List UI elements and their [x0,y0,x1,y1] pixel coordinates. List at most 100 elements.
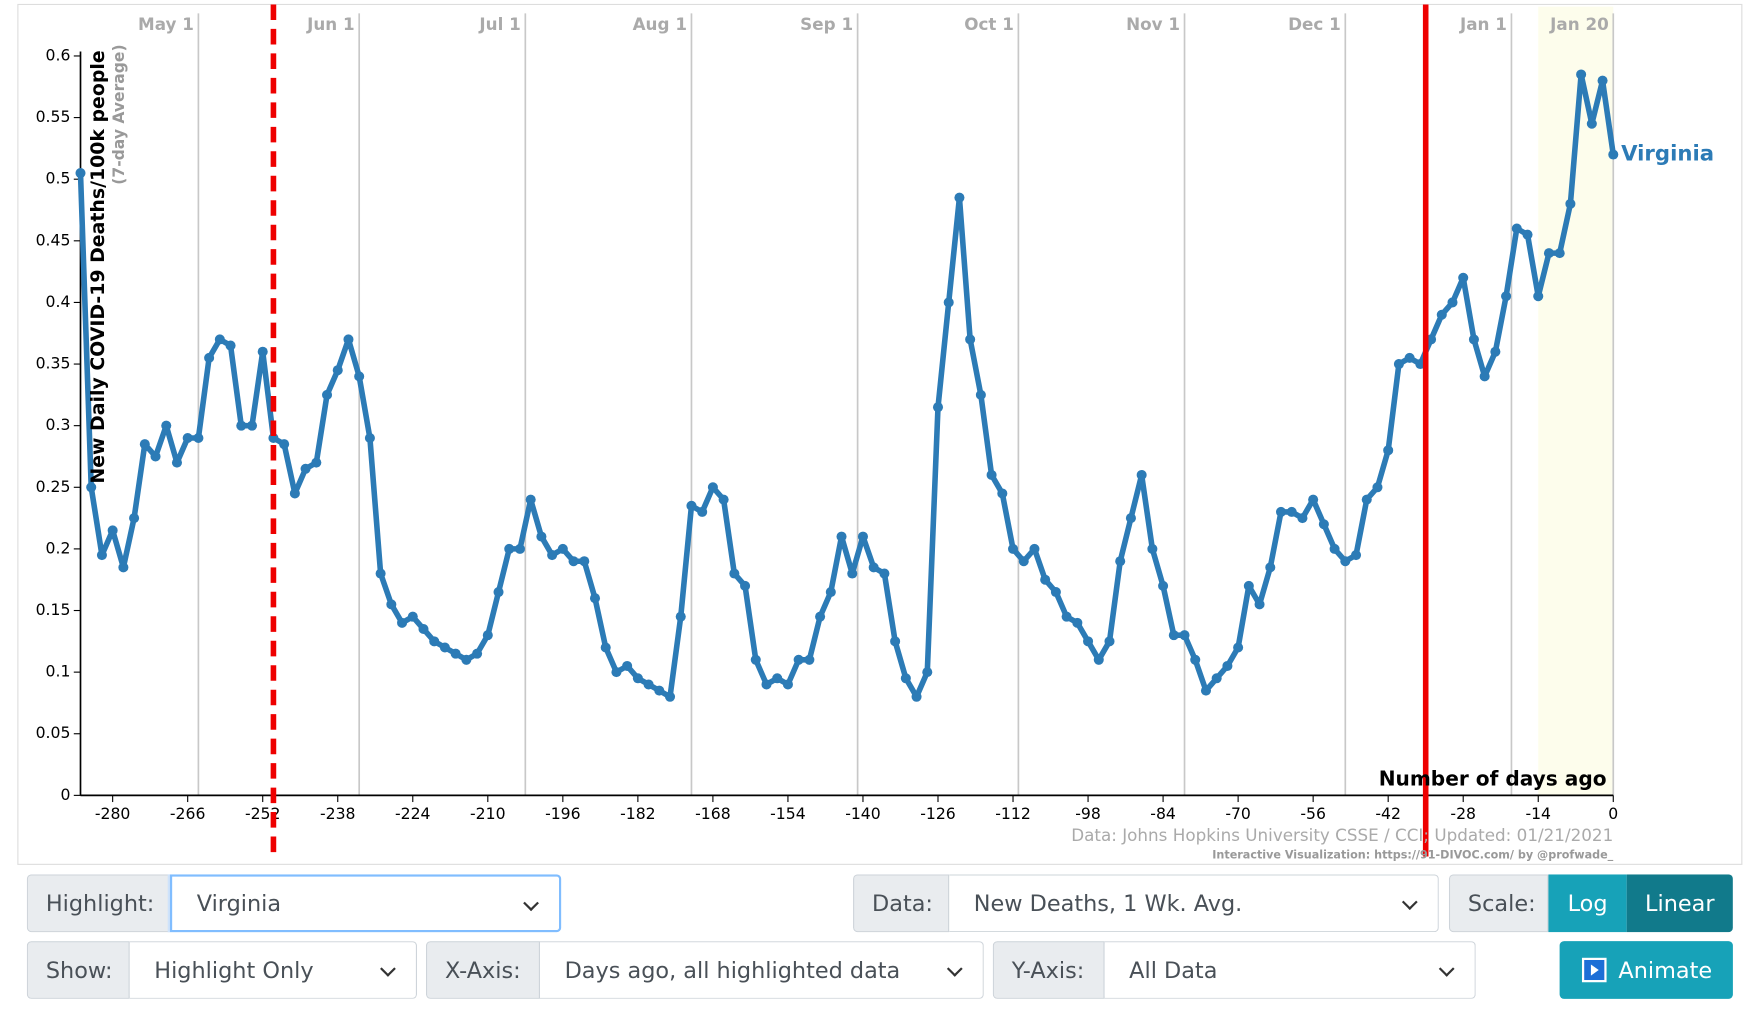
data-point [825,587,836,598]
animate-button[interactable]: Animate [1559,941,1733,999]
month-label: Sep 1 [800,14,853,34]
y-tick-label: 0.6 [46,46,71,64]
month-label: Jan 1 [1459,14,1507,34]
data-point [1329,543,1340,554]
data-point [857,531,868,542]
data-point [161,420,172,431]
data-point [943,297,954,308]
data-point [1543,248,1554,259]
data-point [1415,359,1426,370]
data-point [1608,149,1619,160]
data-point [1275,506,1287,517]
label: Show: [26,941,130,999]
x-tick-label: 0 [1608,805,1618,823]
xaxis-select[interactable]: Days ago, all highlighted data [539,941,984,999]
data-point [343,334,354,345]
data-point [1200,685,1211,696]
data-point [129,513,140,524]
data-point [1222,660,1233,671]
month-label: Oct 1 [964,14,1014,34]
data-point [1083,636,1094,647]
y-tick-label: 0.45 [36,231,71,249]
data-point [332,365,343,376]
data-point [1286,506,1297,517]
y-tick-label: 0.1 [46,663,71,681]
scale-control: Scale: Log Linear [1448,874,1733,933]
data-point [986,469,997,480]
x-tick-label: -56 [1300,805,1326,823]
data-point [171,457,182,468]
data-point [954,192,965,203]
highlight-select[interactable]: Virginia [169,874,562,933]
yaxis-select[interactable]: All Data [1104,941,1476,999]
data-point [675,611,686,622]
data-point [900,673,911,684]
label: Highlight: [26,874,170,933]
data-point [707,482,718,493]
data-point [1522,229,1533,240]
y-tick-label: 0.2 [46,539,71,557]
data-point [761,679,772,690]
data-point [493,587,504,598]
x-tick-label: -210 [470,805,506,823]
data-point [193,432,204,443]
data-point [482,630,493,641]
data-point [1511,223,1522,234]
y-tick-label: 0 [60,786,70,804]
data-point [740,580,751,591]
series-line [77,71,1617,700]
y-tick-label: 0.4 [46,293,71,311]
data-point [1179,630,1190,641]
x-tick-label: -168 [695,805,731,823]
data-point [1158,580,1169,591]
data-point [525,494,536,505]
data-point [1190,654,1201,665]
data-point [1468,334,1479,345]
x-tick-label: -42 [1375,805,1401,823]
data-point [139,439,150,450]
scale-log-button[interactable]: Log [1548,874,1627,933]
y-tick-label: 0.35 [36,355,71,373]
chart: May 1 Jun 1 Jul 1 Aug 1 Sep 1 Oct 1 Nov 1 Dec 1… [17,3,1743,865]
x-tick-label: -126 [920,805,956,823]
x-tick-label: -224 [395,805,431,823]
data-point [729,568,740,579]
data-point [289,488,300,499]
month-label: Aug 1 [633,14,687,34]
x-tick-label: -266 [170,805,206,823]
data-point [321,389,333,400]
x-tick-label: -84 [1150,805,1176,823]
y-axis-sublabel: (7-day Average) [110,44,128,184]
data-select[interactable]: New Deaths, 1 Wk. Avg. [949,874,1439,933]
data-point [386,599,397,610]
x-tick-label: -28 [1450,805,1476,823]
data-point [1168,630,1179,641]
data-point [1233,642,1244,653]
data-point [1104,636,1115,647]
label: Y-Axis: [992,941,1105,999]
data-point [1147,543,1158,554]
data-point [772,673,783,684]
show-select[interactable]: Highlight Only [129,941,418,999]
data-point [514,543,525,554]
data-point [536,531,547,542]
data-point [868,562,879,573]
month-label: Jan 20 [1549,14,1609,34]
scale-linear-button[interactable]: Linear [1626,874,1733,933]
month-label: May 1 [138,14,194,34]
data-point [697,506,708,517]
data-point [793,654,804,665]
month-label: Jul 1 [478,14,520,34]
data-point [1318,519,1329,530]
data-point [472,648,483,659]
data-point [1125,513,1136,524]
data-point [1404,352,1415,363]
data-point [214,334,225,345]
data-point [664,691,676,702]
x-tick-label: -14 [1525,805,1551,823]
credit-note: Interactive Visualization: https://91-DI… [1212,848,1613,861]
data-point [439,642,450,653]
data-point [965,334,976,345]
data-point [86,482,97,493]
data-point [1018,556,1029,567]
